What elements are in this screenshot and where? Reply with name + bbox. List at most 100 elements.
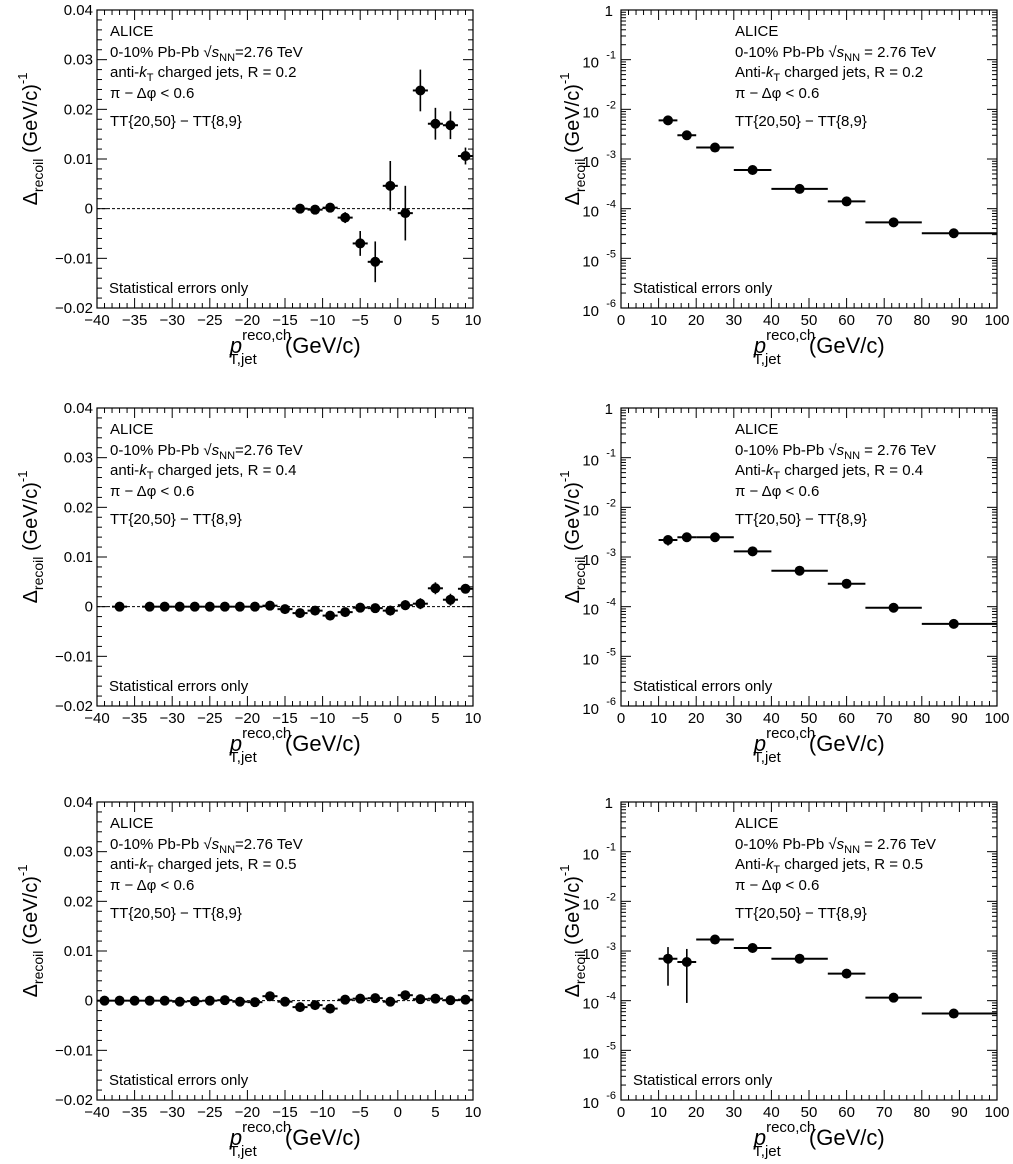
y-tick-label: 0: [85, 201, 93, 218]
x-tick-label: 5: [431, 1104, 439, 1121]
data-point: [310, 605, 321, 616]
data-point: [681, 130, 692, 141]
y-tick-label: 10: [582, 946, 599, 963]
data-point: [114, 601, 125, 612]
x-tick-label: 100: [984, 710, 1009, 727]
experiment-label: ALICE: [110, 23, 153, 40]
y-tick-label: 1: [605, 795, 613, 812]
y-tick-label: 10: [582, 602, 599, 619]
data-point: [710, 142, 720, 153]
experiment-label: ALICE: [110, 421, 153, 438]
data-point: [445, 120, 456, 131]
data-point: [144, 995, 155, 1006]
y-tick-label: 0.01: [64, 943, 93, 960]
x-tick-label: −20: [235, 710, 260, 727]
x-tick-label: 40: [763, 1104, 780, 1121]
data-point: [663, 115, 673, 126]
data-point: [325, 610, 336, 621]
x-tick-label: −40: [84, 312, 109, 329]
data-point: [710, 934, 720, 945]
x-tick-label: −40: [84, 710, 109, 727]
data-point: [219, 995, 230, 1006]
x-tick-label: 70: [876, 710, 893, 727]
x-axis-label: preco,ch T,jet (GeV/c): [753, 327, 885, 368]
data-point: [460, 151, 471, 162]
y-tick-label: 10: [582, 701, 599, 718]
data-point: [710, 532, 720, 543]
data-point: [99, 995, 110, 1006]
data-point: [189, 601, 200, 612]
data-series: [658, 115, 997, 239]
y-tick-label: 0.04: [64, 2, 93, 19]
data-point: [310, 204, 321, 215]
stat-errors-note: Statistical errors only: [633, 1072, 773, 1089]
x-tick-label: 80: [913, 710, 930, 727]
y-tick-label: 10: [582, 104, 599, 121]
stat-errors-note: Statistical errors only: [109, 1072, 249, 1089]
y-tick-exponent: -2: [606, 99, 616, 111]
x-tick-label: 30: [725, 312, 742, 329]
data-point: [400, 600, 411, 611]
data-point: [385, 996, 396, 1007]
y-tick-exponent: -5: [606, 646, 616, 658]
panel-log-r04: 0 10 20 30 40 50 60 70 80 90 10010-610-510-410-310…: [557, 401, 1010, 766]
data-point: [174, 996, 185, 1007]
data-point: [948, 618, 959, 629]
stat-errors-note: Statistical errors only: [109, 280, 249, 297]
data-point: [460, 994, 471, 1005]
y-tick-label: 10: [582, 996, 599, 1013]
y-axis-label: Δrecoil (GeV/c)-1: [15, 471, 46, 604]
data-point: [234, 996, 245, 1007]
y-tick-exponent: -4: [606, 199, 616, 211]
y-tick-exponent: -1: [606, 50, 616, 62]
x-tick-label: 60: [838, 710, 855, 727]
y-tick-label: −0.01: [55, 1042, 93, 1059]
x-tick-label: 0: [617, 312, 625, 329]
y-axis-label: Δrecoil (GeV/c)-1: [557, 73, 588, 206]
y-tick-exponent: -6: [606, 1090, 616, 1102]
data-point: [174, 601, 185, 612]
y-tick-label: 10: [582, 204, 599, 221]
x-tick-label: 0: [617, 1104, 625, 1121]
data-point: [340, 212, 351, 223]
data-point: [355, 602, 366, 613]
y-tick-label: 0.01: [64, 151, 93, 168]
annotation-block: ALICE 0-10% Pb-Pb √sNN = 2.76 TeVAnti-kT …: [735, 421, 936, 528]
y-axis-label: Δrecoil (GeV/c)-1: [15, 73, 46, 206]
y-tick-label: 0.02: [64, 101, 93, 118]
x-tick-label: −15: [272, 1104, 297, 1121]
data-point: [370, 603, 381, 614]
annotation-line: 0-10% Pb-Pb √sNN=2.76 TeV: [110, 44, 303, 64]
y-tick-label: 0.01: [64, 549, 93, 566]
experiment-label: ALICE: [110, 815, 153, 832]
y-tick-exponent: -2: [606, 891, 616, 903]
x-tick-label: 90: [951, 710, 968, 727]
x-tick-label: −5: [352, 1104, 369, 1121]
y-tick-label: 10: [582, 896, 599, 913]
x-tick-label: 80: [913, 312, 930, 329]
annotation-block: ALICE 0-10% Pb-Pb √sNN = 2.76 TeVAnti-kT …: [735, 23, 936, 130]
annotation-block: ALICE 0-10% Pb-Pb √sNN = 2.76 TeVAnti-kT …: [735, 815, 936, 922]
annotation-line: π − Δφ < 0.6: [735, 877, 819, 894]
data-point: [264, 600, 275, 611]
x-tick-label: 70: [876, 1104, 893, 1121]
y-tick-label: 10: [582, 303, 599, 320]
x-tick-label: 80: [913, 1104, 930, 1121]
data-point: [663, 534, 673, 545]
x-tick-label: −25: [197, 1104, 222, 1121]
x-tick-label: −30: [159, 710, 184, 727]
panel-log-r02: 0 10 20 30 40 50 60 70 80 90 10010-610-510-410-310…: [557, 3, 1010, 368]
x-tick-label: 0: [394, 710, 402, 727]
data-point: [415, 598, 426, 609]
x-tick-label: −20: [235, 1104, 260, 1121]
data-point: [159, 601, 170, 612]
x-tick-label: 0: [617, 710, 625, 727]
y-tick-exponent: -2: [606, 497, 616, 509]
data-point: [280, 604, 290, 615]
y-tick-exponent: -4: [606, 597, 616, 609]
y-tick-label: −0.02: [55, 698, 93, 715]
data-point: [948, 228, 959, 239]
data-point: [295, 1002, 306, 1013]
